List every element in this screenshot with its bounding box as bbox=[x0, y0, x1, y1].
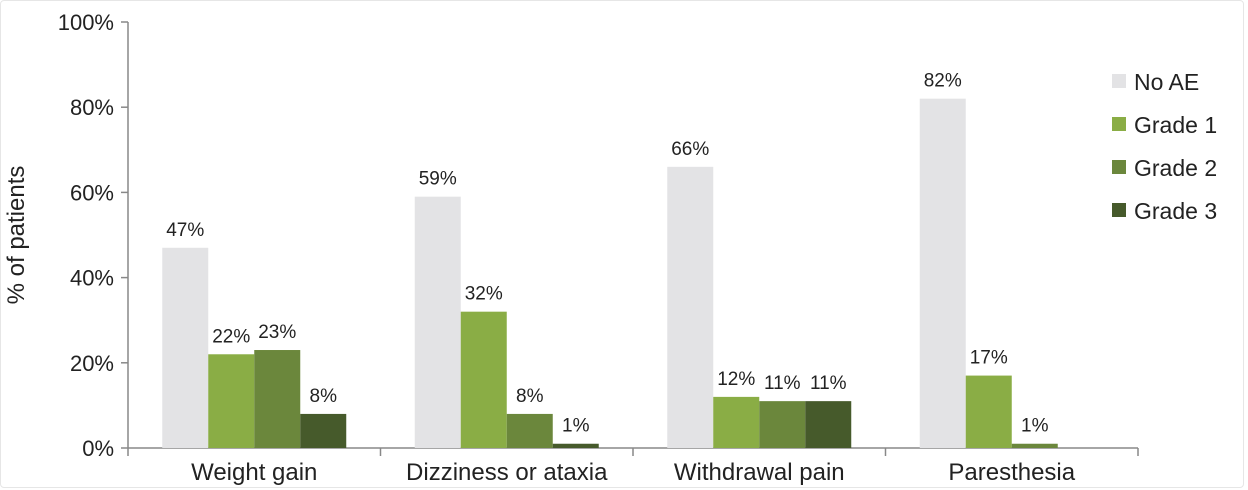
y-tick-label: 20% bbox=[70, 351, 114, 376]
legend-swatch bbox=[1112, 203, 1126, 217]
bars: 47% 22% 23% 8% 59% 32% 8% 1% 66% 12% 11% 11% 82% 17% 1… bbox=[162, 71, 1058, 449]
data-label: 11% bbox=[764, 373, 801, 394]
y-tick-label: 0% bbox=[82, 436, 114, 461]
data-label: 8% bbox=[310, 386, 338, 407]
data-label: 17% bbox=[970, 348, 1008, 369]
x-category-label: Dizziness or ataxia bbox=[406, 459, 608, 486]
bar bbox=[713, 396, 760, 448]
data-label: 59% bbox=[419, 169, 457, 190]
bar bbox=[552, 443, 599, 448]
bar bbox=[805, 401, 852, 448]
y-tick-label: 100% bbox=[58, 10, 114, 35]
data-label: 47% bbox=[166, 220, 204, 241]
bar bbox=[965, 375, 1012, 448]
bar bbox=[759, 401, 806, 448]
legend-label: Grade 1 bbox=[1134, 112, 1217, 138]
y-axis: 0% 20% 40% 60% 80% 100% bbox=[58, 10, 129, 461]
legend-swatch bbox=[1112, 160, 1126, 174]
x-category-label: Weight gain bbox=[191, 459, 317, 486]
data-label: 1% bbox=[1021, 416, 1049, 437]
bar bbox=[667, 166, 714, 448]
bar bbox=[300, 413, 347, 448]
bar bbox=[208, 354, 255, 448]
bar bbox=[162, 247, 209, 448]
bar bbox=[414, 196, 461, 448]
y-axis-label: % of patients bbox=[3, 166, 30, 305]
legend-label: No AE bbox=[1134, 69, 1199, 95]
x-axis: Weight gain Dizziness or ataxia Withdrawal… bbox=[127, 447, 1139, 486]
data-label: 66% bbox=[671, 139, 709, 160]
data-label: 11% bbox=[810, 373, 847, 394]
legend-label: Grade 2 bbox=[1134, 155, 1217, 181]
y-tick-label: 40% bbox=[70, 266, 114, 291]
bar bbox=[506, 413, 553, 448]
bar bbox=[1011, 443, 1058, 448]
data-label: 22% bbox=[212, 326, 250, 347]
data-label: 82% bbox=[924, 71, 962, 92]
bar bbox=[460, 311, 507, 448]
legend: No AE Grade 1 Grade 2 Grade 3 bbox=[1112, 69, 1217, 224]
data-label: 32% bbox=[465, 284, 503, 305]
data-label: 23% bbox=[258, 322, 296, 343]
bar bbox=[919, 98, 966, 449]
x-category-label: Withdrawal pain bbox=[674, 459, 845, 486]
y-tick-label: 60% bbox=[70, 180, 114, 205]
legend-swatch bbox=[1112, 74, 1126, 88]
legend-swatch bbox=[1112, 117, 1126, 131]
data-label: 8% bbox=[516, 386, 544, 407]
y-tick-label: 80% bbox=[70, 95, 114, 120]
data-label: 12% bbox=[717, 369, 755, 390]
x-category-label: Paresthesia bbox=[948, 459, 1075, 486]
data-label: 1% bbox=[562, 416, 590, 437]
legend-label: Grade 3 bbox=[1134, 198, 1217, 224]
bar bbox=[254, 350, 301, 448]
